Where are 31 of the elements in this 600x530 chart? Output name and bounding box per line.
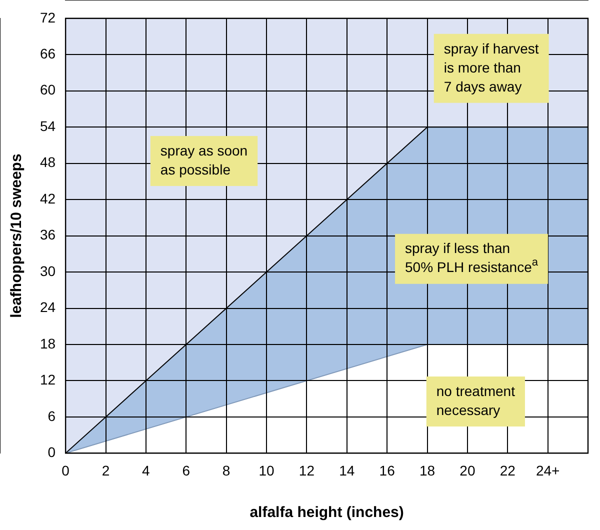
x-tick-label: 6: [182, 462, 190, 478]
y-tick-label: 30: [40, 262, 56, 279]
x-tick-label: 14: [339, 462, 355, 478]
y-tick-label: 24: [40, 299, 56, 316]
x-axis-title: alfalfa height (inches): [250, 504, 404, 522]
y-tick-label: 0: [48, 444, 56, 460]
annotation: no treatment necessary: [436, 382, 516, 418]
annotation: spray if harvest is more than 7 days away: [444, 40, 539, 94]
y-tick-label: 36: [40, 226, 56, 243]
y-tick-label: 54: [40, 118, 56, 134]
y-tick-label: 60: [40, 82, 56, 98]
x-tick-label: 0: [62, 462, 70, 478]
x-tick-label: 12: [298, 462, 315, 478]
x-tick-label: 22: [500, 462, 516, 478]
x-tick-label: 24+: [536, 462, 560, 478]
y-tick-label: 42: [40, 190, 56, 206]
y-tick-label: 6: [48, 408, 56, 424]
y-tick-label: 72: [40, 9, 56, 26]
y-tick-label: 48: [40, 154, 56, 170]
annotation: spray as soon as possible: [160, 142, 248, 178]
x-tick-label: 20: [460, 462, 476, 478]
x-tick-label: 4: [142, 462, 150, 478]
y-axis-title: leafhoppers/10 sweeps: [8, 154, 26, 318]
x-tick-label: 10: [258, 462, 275, 478]
x-tick-label: 16: [379, 462, 396, 478]
y-tick-label: 66: [40, 45, 56, 62]
y-tick-label: 18: [40, 335, 56, 352]
x-tick-label: 18: [419, 462, 436, 478]
x-tick-label: 2: [102, 462, 110, 478]
x-tick-label: 8: [222, 462, 230, 478]
y-tick-label: 12: [40, 372, 56, 388]
